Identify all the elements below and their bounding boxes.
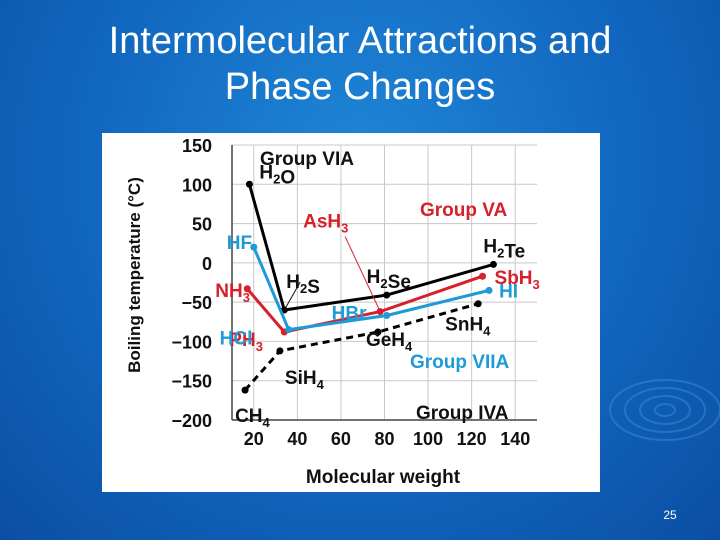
series-lines (241, 180, 497, 394)
group-labels: Group VIA Group VA Group VIIA Group IVA (260, 149, 510, 424)
group-label: Group IVA (416, 403, 509, 424)
compound-label: PH3 (229, 330, 263, 354)
data-point-group-iva (474, 300, 482, 308)
data-point-group-via (489, 260, 497, 268)
slide-title: Intermolecular Attractions and Phase Cha… (0, 18, 720, 110)
series-line-group-viia (252, 246, 490, 332)
data-point-group-viia (285, 326, 293, 334)
water-ripple-decoration (609, 379, 720, 441)
point-labels: H2O H2S H2Se H2Te NH3 PH3 AsH3 SbH3 HF HCl HBr HI CH… (215, 162, 540, 430)
y-axis-label: Boiling temperature (°C) (125, 177, 144, 373)
data-point-group-viia (250, 243, 258, 251)
series-line-group-iva (243, 302, 479, 392)
compound-label: HCl (220, 329, 253, 350)
data-point-group-via (383, 291, 391, 299)
y-tick-label: −100 (171, 332, 212, 352)
y-tick-label: −50 (181, 293, 212, 313)
x-tick-label: 120 (457, 429, 487, 449)
y-tick-label: −200 (171, 411, 212, 431)
y-tick-label: 100 (182, 175, 212, 195)
compound-label: SbH3 (495, 268, 540, 292)
compound-label: H2O (259, 162, 295, 188)
x-tick-label: 140 (500, 429, 530, 449)
data-point-group-va (243, 285, 251, 293)
compound-label: AsH3 (303, 212, 348, 236)
chart-panel: 20 40 60 80 100 120 140 150 100 50 0 −50 −100 −150 −20… (102, 133, 600, 492)
compound-label: CH4 (235, 406, 270, 430)
data-point-group-iva (276, 347, 284, 355)
group-label: Group VA (420, 200, 508, 221)
x-tick-label: 100 (413, 429, 443, 449)
compound-label: H2Se (367, 267, 411, 293)
y-tick-label: 50 (192, 215, 212, 235)
compound-label: H2S (286, 272, 320, 298)
compound-label: GeH4 (366, 330, 413, 354)
data-point-group-viia (383, 312, 391, 319)
slide-title-line-1: Intermolecular Attractions and (108, 20, 612, 62)
compound-label: HI (499, 281, 518, 302)
leader-line (344, 236, 381, 312)
boiling-point-chart: 20 40 60 80 100 120 140 150 100 50 0 −50 −100 −150 −20… (125, 136, 540, 488)
x-tick-label: 20 (244, 429, 264, 449)
group-label: Group VIA (260, 149, 354, 170)
series-line-group-va (246, 274, 484, 334)
x-tick-label: 40 (287, 429, 307, 449)
y-tick-label: 150 (182, 136, 212, 156)
data-point-group-iva (241, 386, 249, 394)
axes: 20 40 60 80 100 120 140 150 100 50 0 −50 −100 −150 −20… (171, 136, 537, 449)
data-point-group-iva (374, 328, 382, 336)
x-axis-label: Molecular weight (306, 467, 461, 488)
compound-label: HBr (332, 304, 367, 325)
y-tick-label: −150 (171, 372, 212, 392)
y-tick-label: 0 (202, 254, 212, 274)
data-point-group-viia (485, 286, 493, 294)
compound-label: SiH4 (285, 368, 325, 392)
slide-title-line-2: Phase Changes (224, 66, 496, 108)
x-tick-label: 80 (374, 429, 394, 449)
data-point-group-va (479, 272, 487, 280)
compound-label: NH3 (215, 281, 250, 305)
compound-label: SnH4 (445, 315, 491, 339)
page-number: 25 (663, 508, 677, 522)
compound-label: H2Te (483, 236, 525, 262)
compound-label: HF (227, 233, 252, 254)
data-point-group-via (245, 180, 253, 188)
leader-line (283, 281, 301, 311)
group-label: Group VIIA (410, 352, 510, 373)
x-tick-label: 60 (331, 429, 351, 449)
series-line-group-via (247, 183, 494, 312)
